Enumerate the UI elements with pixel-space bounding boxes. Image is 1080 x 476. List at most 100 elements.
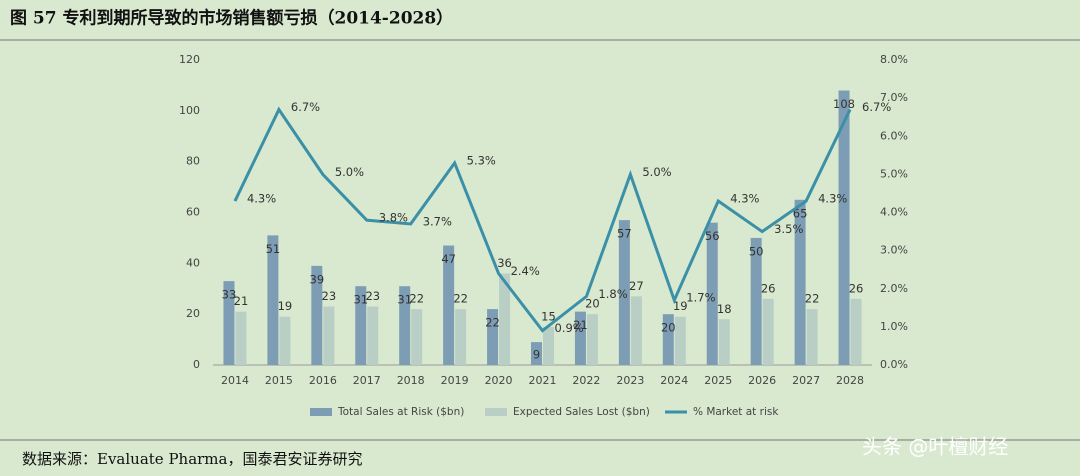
bar-label: 27 — [629, 279, 644, 293]
bar-label: 22 — [409, 292, 424, 306]
bar — [850, 298, 862, 365]
y-tick-label: 100 — [179, 104, 200, 117]
bar-label: 19 — [673, 299, 688, 313]
bar — [838, 90, 850, 365]
bar-label: 50 — [749, 244, 764, 258]
x-tick-label: 2016 — [309, 374, 337, 387]
bar-label: 9 — [533, 348, 540, 362]
y-tick-label: 80 — [186, 155, 200, 168]
y2-tick-label: 8.0% — [880, 53, 908, 66]
bar — [706, 222, 718, 365]
x-tick-label: 2019 — [441, 374, 469, 387]
bar — [311, 265, 323, 365]
line-label: 5.0% — [642, 165, 671, 179]
bar — [762, 298, 774, 365]
y-tick-label: 40 — [186, 256, 200, 269]
line-label: 5.0% — [335, 165, 364, 179]
x-tick-label: 2017 — [353, 374, 381, 387]
bar — [367, 306, 379, 365]
line-label: 3.7% — [423, 214, 452, 228]
bar-label: 65 — [793, 206, 808, 220]
line-label: 4.3% — [818, 192, 847, 206]
x-tick-label: 2026 — [748, 374, 776, 387]
y-tick-label: 0 — [193, 358, 200, 371]
y2-tick-label: 4.0% — [880, 206, 908, 219]
bar-label: 31 — [397, 293, 412, 307]
bar-label: 22 — [453, 292, 468, 306]
bar-label: 21 — [234, 294, 249, 308]
bar-label: 15 — [541, 309, 556, 323]
bar — [323, 306, 335, 365]
y-tick-label: 120 — [179, 53, 200, 66]
line-label: 1.7% — [686, 291, 715, 305]
bar-label: 19 — [278, 299, 293, 313]
bar — [267, 235, 279, 365]
legend-label: Expected Sales Lost ($bn) — [513, 406, 650, 418]
line-label: 6.7% — [291, 100, 320, 114]
bar-label: 26 — [849, 281, 864, 295]
y2-tick-label: 3.0% — [880, 244, 908, 257]
y2-tick-label: 7.0% — [880, 91, 908, 104]
x-tick-label: 2025 — [704, 374, 732, 387]
bar — [662, 314, 674, 365]
bar-label: 108 — [833, 97, 855, 111]
bar — [750, 237, 762, 365]
x-tick-label: 2024 — [660, 374, 688, 387]
line-label: 0.9% — [555, 321, 584, 335]
bar-label: 21 — [573, 318, 588, 332]
line-label: 2.4% — [511, 264, 540, 278]
line-label: 3.8% — [379, 211, 408, 225]
bar — [499, 273, 511, 365]
y2-tick-label: 5.0% — [880, 167, 908, 180]
line-label: 3.5% — [774, 222, 803, 236]
bar — [223, 281, 235, 365]
bar-label: 33 — [222, 288, 237, 302]
bar — [794, 199, 806, 365]
x-tick-label: 2022 — [572, 374, 600, 387]
x-tick-label: 2023 — [616, 374, 644, 387]
bar — [574, 311, 586, 365]
bar-label: 22 — [805, 292, 820, 306]
bar — [399, 286, 411, 365]
legend-swatch — [310, 408, 332, 416]
y-tick-label: 20 — [186, 307, 200, 320]
bar-label: 23 — [365, 289, 380, 303]
bar-label: 56 — [705, 229, 720, 243]
legend-swatch — [485, 408, 507, 416]
y2-tick-label: 2.0% — [880, 282, 908, 295]
line-label: 4.3% — [730, 192, 759, 206]
line-label: 6.7% — [862, 100, 891, 114]
source: 数据来源：Evaluate Pharma，国泰君安证券研究 — [22, 450, 362, 468]
bar-label: 39 — [310, 272, 325, 286]
bar-label: 23 — [322, 289, 337, 303]
bar — [630, 296, 642, 365]
bar-label: 20 — [585, 297, 600, 311]
bar — [455, 309, 467, 365]
x-tick-label: 2014 — [221, 374, 249, 387]
x-tick-label: 2027 — [792, 374, 820, 387]
y2-tick-label: 6.0% — [880, 129, 908, 142]
line — [233, 106, 852, 333]
chart-title: 图 57 专利到期所导致的市场销售额亏损（2014-2028） — [10, 8, 453, 29]
bar — [235, 311, 247, 365]
line-label: 4.3% — [247, 192, 276, 206]
bar — [355, 286, 367, 365]
bar-label: 36 — [497, 256, 512, 270]
x-tick-label: 2018 — [397, 374, 425, 387]
bar — [411, 309, 423, 365]
bar-label: 26 — [761, 281, 776, 295]
y-tick-label: 60 — [186, 206, 200, 219]
x-tick-label: 2028 — [836, 374, 864, 387]
bar-label: 31 — [353, 293, 368, 307]
bar — [279, 316, 291, 365]
x-tick-label: 2020 — [485, 374, 513, 387]
x-tick-label: 2015 — [265, 374, 293, 387]
bar-label: 47 — [441, 252, 456, 266]
bar — [531, 342, 542, 365]
bar — [618, 220, 630, 365]
bar — [674, 316, 686, 365]
bar-label: 22 — [485, 316, 500, 330]
bar-label: 18 — [717, 302, 732, 316]
x-tick-label: 2021 — [529, 374, 557, 387]
